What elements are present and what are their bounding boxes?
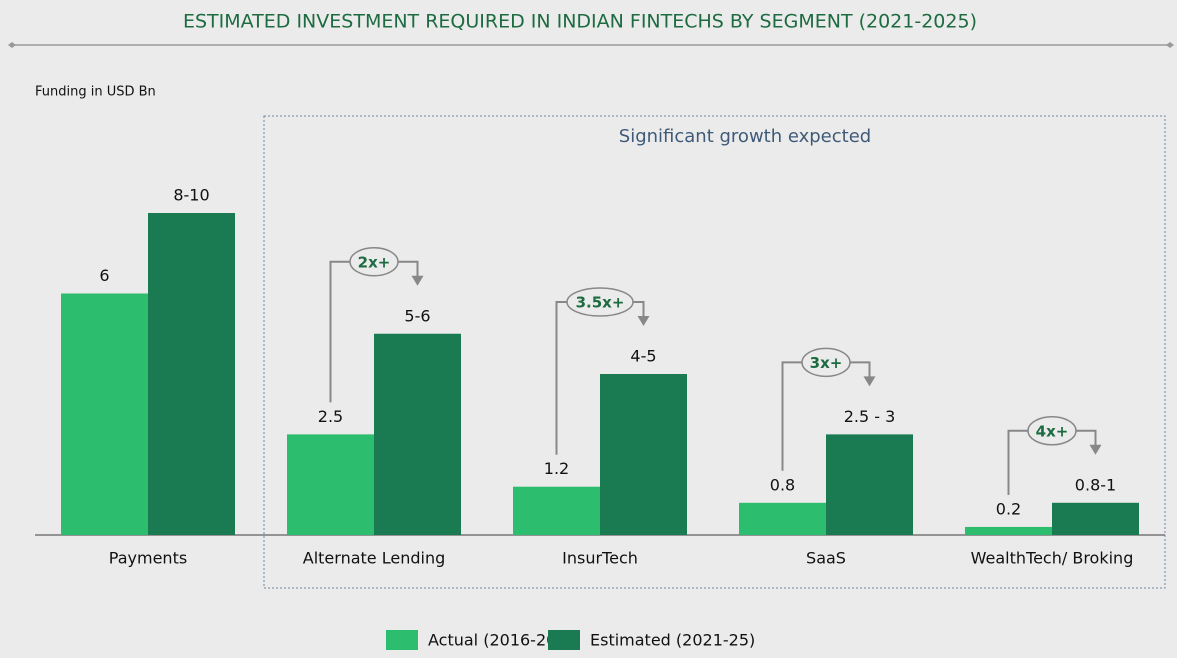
growth-oval bbox=[801, 347, 851, 378]
growth-connector bbox=[781, 361, 871, 471]
x-tick-label: InsurTech bbox=[562, 549, 638, 568]
growth-label: 4x+ bbox=[1036, 422, 1069, 440]
growth-label: 3x+ bbox=[810, 354, 843, 372]
growth-label: 3.5x+ bbox=[576, 294, 625, 312]
growth-connector bbox=[329, 260, 419, 403]
growth-oval bbox=[1027, 416, 1077, 446]
highlight-box bbox=[263, 115, 1166, 589]
bar bbox=[148, 213, 235, 535]
legend-swatch bbox=[548, 630, 580, 650]
growth-arrow bbox=[411, 275, 424, 286]
growth-arrow bbox=[1089, 444, 1102, 455]
growth-connector bbox=[555, 301, 645, 455]
x-tick-label: SaaS bbox=[806, 549, 846, 568]
value-label: 8-10 bbox=[173, 186, 209, 205]
value-label: 2.5 bbox=[318, 407, 343, 426]
growth-arrow bbox=[637, 316, 650, 326]
value-label: 4-5 bbox=[630, 347, 656, 366]
value-label: 5-6 bbox=[404, 306, 430, 325]
annotation: Significant growth expected bbox=[619, 126, 871, 147]
x-tick-label: Alternate Lending bbox=[303, 549, 445, 568]
bar bbox=[1052, 502, 1139, 535]
value-label: 0.8 bbox=[770, 475, 795, 494]
legend-swatch bbox=[386, 630, 418, 650]
value-label: 1.2 bbox=[544, 459, 569, 478]
bar bbox=[600, 374, 687, 535]
bar bbox=[61, 293, 148, 535]
growth-label: 2x+ bbox=[358, 253, 391, 271]
bar bbox=[374, 333, 461, 535]
bar bbox=[739, 502, 826, 535]
x-tick-label: WealthTech/ Broking bbox=[971, 549, 1134, 568]
legend-label: Actual (2016-20) bbox=[428, 631, 563, 650]
legend-label: Estimated (2021-25) bbox=[590, 631, 755, 650]
growth-oval bbox=[566, 287, 634, 317]
value-label: 0.2 bbox=[996, 499, 1021, 518]
value-label: 0.8-1 bbox=[1075, 475, 1116, 494]
value-label: 6 bbox=[99, 266, 109, 285]
axis-label: Funding in USD Bn bbox=[35, 85, 156, 100]
growth-connector bbox=[1007, 429, 1097, 495]
chart-title: ESTIMATED INVESTMENT REQUIRED IN INDIAN … bbox=[183, 11, 977, 33]
bar bbox=[826, 434, 913, 535]
value-label: 2.5 - 3 bbox=[844, 407, 896, 426]
growth-arrow bbox=[863, 376, 876, 387]
bar bbox=[965, 526, 1052, 535]
x-tick-label: Payments bbox=[109, 549, 187, 568]
bar bbox=[287, 434, 374, 535]
growth-oval bbox=[349, 247, 399, 277]
bar bbox=[513, 486, 600, 535]
